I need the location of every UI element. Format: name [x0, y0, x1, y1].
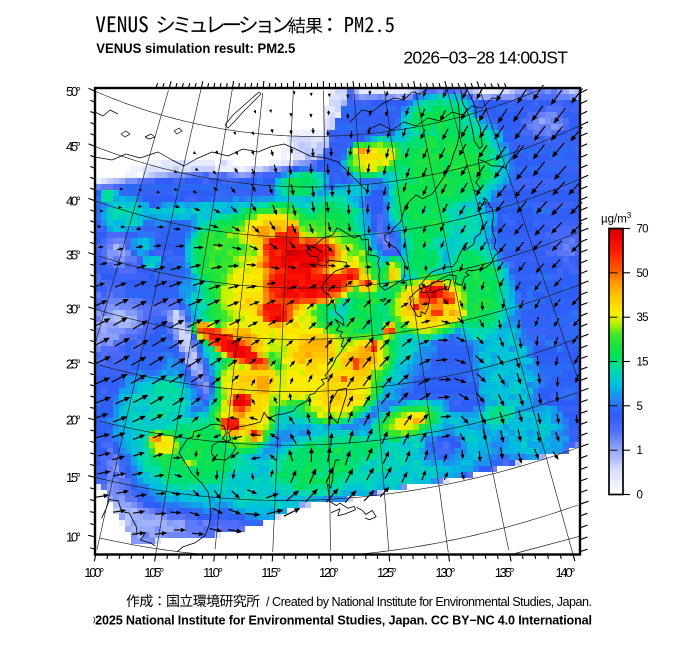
- svg-text:/ Created by National Institut: / Created by National Institute for Envi…: [266, 595, 592, 609]
- svg-text:VENUS simulation result: PM2.5: VENUS simulation result: PM2.5: [96, 41, 295, 57]
- svg-text:35: 35: [637, 312, 649, 324]
- svg-text:45°: 45°: [66, 139, 81, 154]
- svg-text:5: 5: [637, 401, 643, 413]
- svg-text:30°: 30°: [66, 302, 81, 317]
- svg-text:25°: 25°: [66, 357, 81, 372]
- svg-text:105°: 105°: [144, 565, 164, 580]
- svg-text:35°: 35°: [66, 248, 81, 263]
- svg-text:120°: 120°: [319, 565, 339, 580]
- svg-text:50: 50: [637, 268, 649, 280]
- svg-text:0: 0: [637, 490, 643, 502]
- svg-text:135°: 135°: [495, 565, 515, 580]
- svg-text:1: 1: [637, 445, 643, 457]
- svg-text:130°: 130°: [435, 565, 455, 580]
- svg-text:©2025 National Institute for E: ©2025 National Institute for Environment…: [86, 614, 592, 628]
- svg-text:70: 70: [637, 224, 649, 236]
- svg-text:15: 15: [637, 357, 649, 369]
- svg-text:15°: 15°: [66, 470, 81, 485]
- svg-text:40°: 40°: [66, 194, 81, 209]
- svg-text:115°: 115°: [261, 565, 281, 580]
- svg-text:140°: 140°: [556, 565, 576, 580]
- svg-text:125°: 125°: [377, 565, 397, 580]
- svg-text:50°: 50°: [66, 84, 81, 99]
- svg-text:20°: 20°: [66, 413, 81, 428]
- svg-text:µg/m3: µg/m3: [601, 211, 632, 226]
- svg-text:2026−03−28 14:00JST: 2026−03−28 14:00JST: [403, 48, 568, 68]
- svg-text:110°: 110°: [203, 565, 223, 580]
- svg-text:100°: 100°: [84, 565, 104, 580]
- svg-text:10°: 10°: [66, 530, 81, 545]
